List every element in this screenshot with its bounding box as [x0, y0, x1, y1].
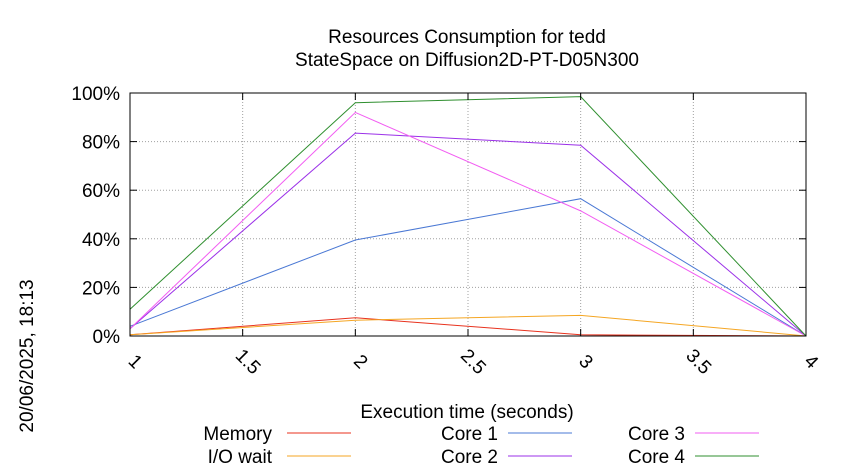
x-tick-label: 2.5	[456, 345, 490, 379]
x-tick-labels: 1 1.5 2 2.5 3 3.5 4	[124, 345, 823, 379]
timestamp-label: 20/06/2025, 18:13	[17, 279, 38, 432]
y-tick-label: 80%	[82, 133, 120, 154]
x-tick-label: 1.5	[231, 345, 265, 379]
grid-lines	[129, 92, 807, 337]
legend-label: Memory	[203, 424, 272, 445]
legend-label: Core 4	[628, 447, 685, 468]
legend-label: Core 2	[441, 447, 498, 468]
y-tick-labels: 0% 20% 40% 60% 80% 100%	[71, 84, 120, 348]
y-tick-label: 40%	[82, 230, 120, 251]
legend-label: I/O wait	[208, 447, 273, 468]
x-tick-label: 2	[349, 351, 371, 373]
x-tick-label: 3.5	[681, 345, 715, 379]
chart-title: Resources Consumption for tedd	[328, 27, 606, 48]
x-tick-label: 3	[574, 351, 596, 373]
y-tick-label: 0%	[93, 327, 121, 348]
legend-label: Core 1	[441, 424, 498, 445]
x-tick-label: 1	[124, 351, 146, 373]
y-tick-label: 60%	[82, 181, 120, 202]
series-line	[129, 314, 807, 337]
y-tick-label: 20%	[82, 278, 120, 299]
series-line	[129, 198, 807, 337]
legend-label: Core 3	[628, 424, 685, 445]
x-axis-label: Execution time (seconds)	[360, 402, 573, 423]
x-tick-label: 4	[800, 351, 823, 374]
series-line	[129, 111, 807, 337]
chart-subtitle: StateSpace on Diffusion2D-PT-D05N300	[295, 50, 639, 71]
ticks	[129, 92, 807, 337]
y-tick-label: 100%	[71, 84, 120, 105]
series-line	[129, 132, 807, 337]
